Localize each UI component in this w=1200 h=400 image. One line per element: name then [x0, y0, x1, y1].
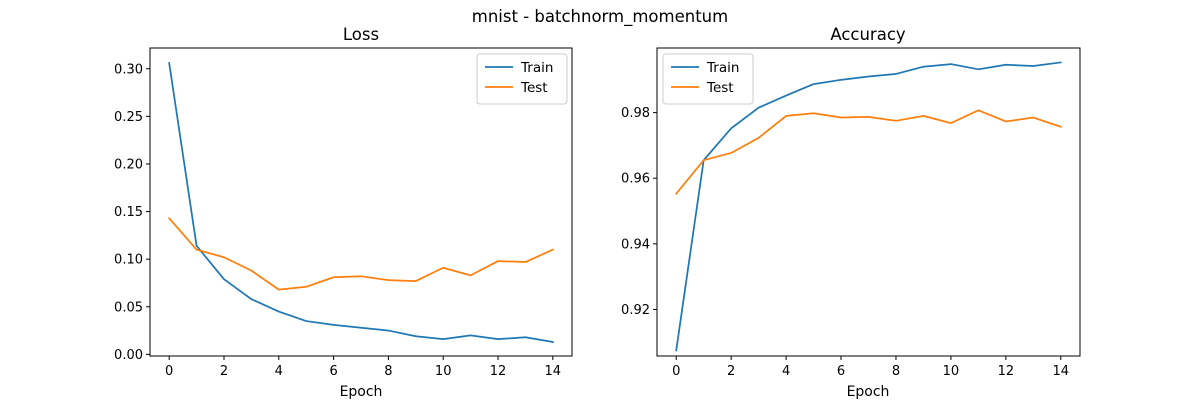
loss-chart-xtick-label-4: 8	[384, 364, 392, 379]
accuracy-chart-xtick-label-0: 0	[672, 364, 680, 379]
loss-chart-xtick-label-3: 6	[329, 364, 337, 379]
loss-chart-series-line-test	[167, 216, 554, 291]
figure-suptitle: mnist - batchnorm_momentum	[472, 7, 728, 27]
loss-chart-series-line-train	[168, 62, 554, 344]
loss-chart-xtick-label-6: 12	[490, 364, 507, 379]
accuracy-chart-series-line-train	[675, 61, 1062, 352]
loss-chart-xtick-label-7: 14	[545, 364, 562, 379]
accuracy-chart-xtick-label-6: 12	[998, 364, 1015, 379]
loss-chart-xtick-label-1: 2	[220, 364, 228, 379]
loss-chart-ytick-label-0: 0.00	[114, 348, 143, 363]
accuracy-chart-legend: Train Test	[662, 53, 754, 105]
loss-chart-ticks: 0 2 4 6 8 10 12 14 0.00 0.05 0.10 0.15 0.20 0.25 0.30	[114, 62, 561, 379]
loss-chart-xtick-label-0: 0	[165, 364, 173, 379]
accuracy-chart-ytick-label-1: 0.94	[621, 237, 650, 252]
accuracy-chart-ytick-label-2: 0.96	[621, 172, 650, 187]
accuracy-chart-series-line-test	[674, 109, 1062, 195]
loss-chart-ytick-label-4: 0.20	[114, 157, 143, 172]
loss-chart-legend-label-test: Test	[520, 80, 548, 96]
accuracy-chart-legend-label-test: Test	[706, 80, 734, 96]
loss-chart-xtick-label-5: 10	[435, 364, 452, 379]
accuracy-chart-xlabel: Epoch	[847, 384, 890, 400]
loss-chart-ytick-label-3: 0.15	[114, 205, 143, 220]
accuracy-chart-ticks: 0 2 4 6 8 10 12 14 0.92 0.94 0.96 0.98	[621, 106, 1069, 379]
accuracy-chart-legend-label-train: Train	[706, 60, 739, 76]
loss-chart: Loss 0 2 4 6 8 10 12 14 0.00 0.05 0.10 0.15 0.20 0.25…	[114, 25, 573, 400]
loss-chart-ytick-label-5: 0.25	[114, 110, 143, 125]
accuracy-chart-xtick-label-7: 14	[1052, 364, 1069, 379]
loss-chart-xtick-label-2: 4	[275, 364, 283, 379]
loss-chart-legend: Train Test	[476, 53, 568, 105]
loss-chart-ytick-label-2: 0.10	[114, 253, 143, 268]
accuracy-chart-xtick-label-3: 6	[837, 364, 845, 379]
accuracy-chart-ytick-label-3: 0.98	[621, 106, 650, 121]
loss-chart-legend-label-train: Train	[520, 60, 553, 76]
accuracy-chart-ytick-label-0: 0.92	[621, 303, 650, 318]
accuracy-chart-frame	[656, 47, 1081, 357]
loss-chart-ytick-label-6: 0.30	[114, 62, 143, 77]
loss-chart-title: Loss	[343, 25, 379, 44]
loss-chart-frame	[149, 47, 573, 357]
accuracy-chart-xtick-label-1: 2	[727, 364, 735, 379]
accuracy-chart-xtick-label-4: 8	[892, 364, 900, 379]
accuracy-chart: Accuracy 0 2 4 6 8 10 12 14 0.92 0.94 0.96 0.98 Epo…	[621, 25, 1081, 400]
loss-chart-ytick-label-1: 0.05	[114, 300, 143, 315]
loss-chart-lines	[167, 62, 554, 344]
accuracy-chart-xtick-label-5: 10	[943, 364, 960, 379]
accuracy-chart-lines	[674, 61, 1062, 352]
loss-chart-xlabel: Epoch	[340, 384, 383, 400]
accuracy-chart-xtick-label-2: 4	[782, 364, 790, 379]
accuracy-chart-title: Accuracy	[830, 25, 906, 44]
